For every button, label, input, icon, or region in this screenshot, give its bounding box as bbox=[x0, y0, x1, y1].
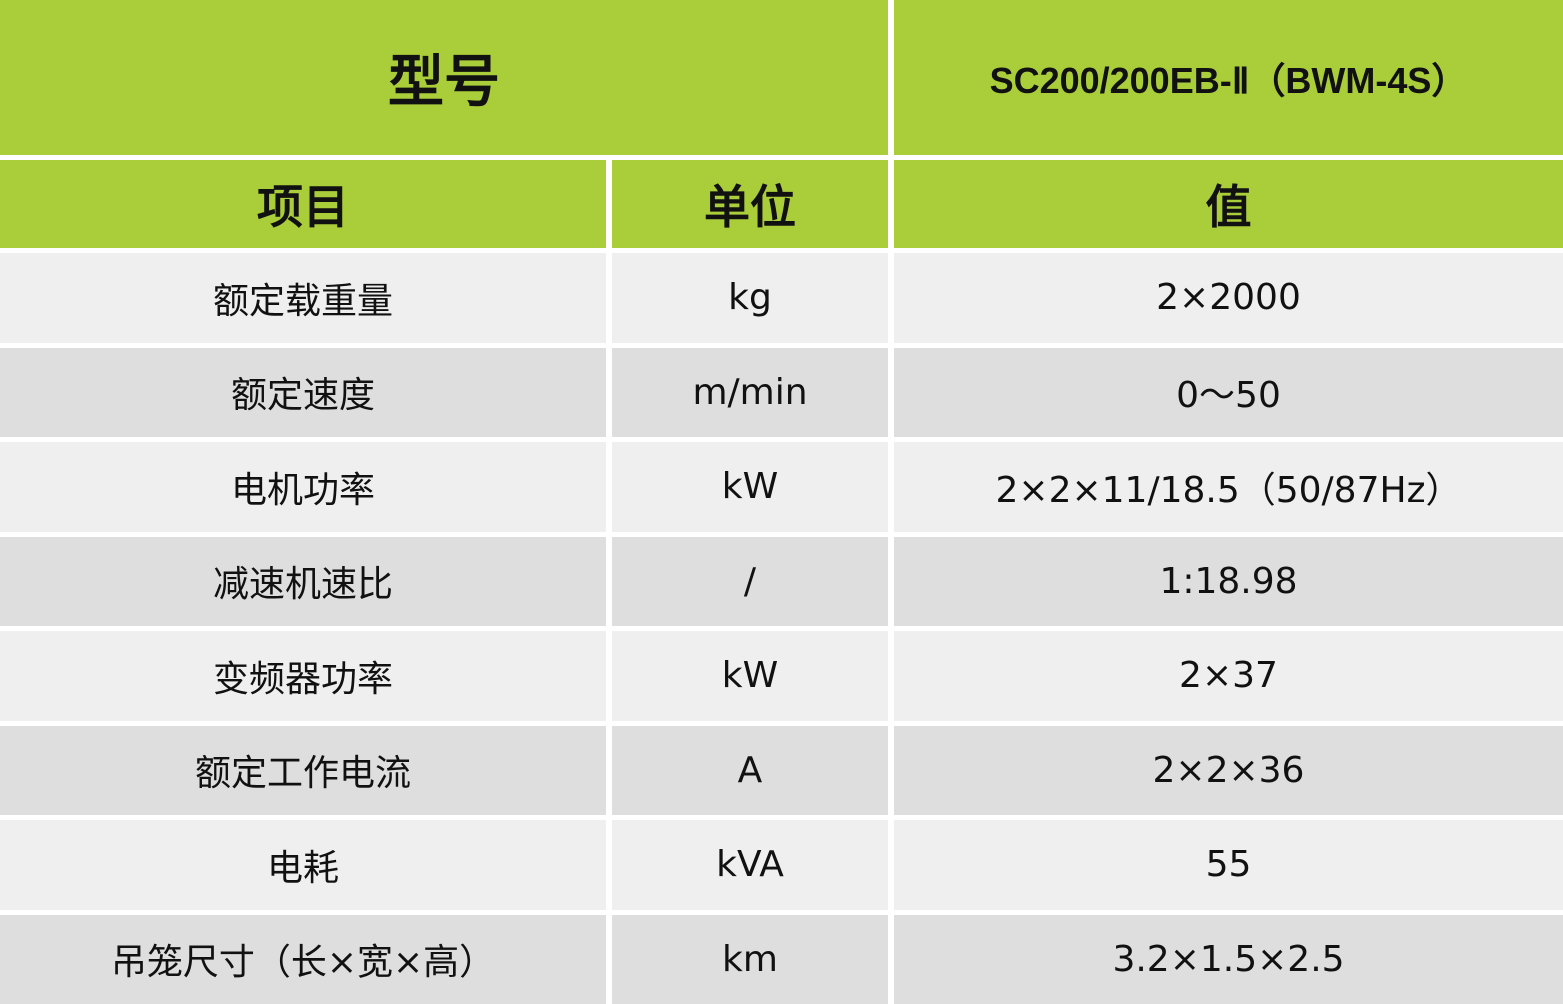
table-cell-value: 55 bbox=[894, 820, 1563, 910]
model-label: 型号 bbox=[0, 0, 888, 155]
table-cell-unit: A bbox=[612, 725, 888, 815]
table-cell-unit: km bbox=[612, 914, 888, 1004]
table-cell-item: 吊笼尺寸（长×宽×高） bbox=[0, 914, 606, 1004]
table-cell-item: 额定速度 bbox=[0, 347, 606, 437]
table-cell-item: 变频器功率 bbox=[0, 631, 606, 721]
table-cell-unit: kg bbox=[612, 253, 888, 343]
table-cell-value: 1:18.98 bbox=[894, 536, 1563, 626]
model-value: SC200/200EB-Ⅱ（BWM-4S） bbox=[894, 0, 1563, 155]
column-header-value: 值 bbox=[894, 160, 1563, 248]
column-header-item: 项目 bbox=[0, 160, 606, 248]
table-cell-unit: kVA bbox=[612, 820, 888, 910]
table-cell-unit: kW bbox=[612, 631, 888, 721]
table-cell-unit: m/min bbox=[612, 347, 888, 437]
table-cell-item: 电机功率 bbox=[0, 442, 606, 532]
table-cell-value: 2×2000 bbox=[894, 253, 1563, 343]
table-cell-value: 2×2×36 bbox=[894, 725, 1563, 815]
table-cell-value: 2×2×11/18.5（50/87Hz） bbox=[894, 442, 1563, 532]
table-cell-value: 3.2×1.5×2.5 bbox=[894, 914, 1563, 1004]
table-cell-item: 额定载重量 bbox=[0, 253, 606, 343]
table-cell-item: 减速机速比 bbox=[0, 536, 606, 626]
column-header-unit: 单位 bbox=[612, 160, 888, 248]
table-cell-value: 0～50 bbox=[894, 347, 1563, 437]
table-cell-unit: / bbox=[612, 536, 888, 626]
table-cell-item: 电耗 bbox=[0, 820, 606, 910]
table-cell-unit: kW bbox=[612, 442, 888, 532]
table-cell-item: 额定工作电流 bbox=[0, 725, 606, 815]
table-cell-value: 2×37 bbox=[894, 631, 1563, 721]
